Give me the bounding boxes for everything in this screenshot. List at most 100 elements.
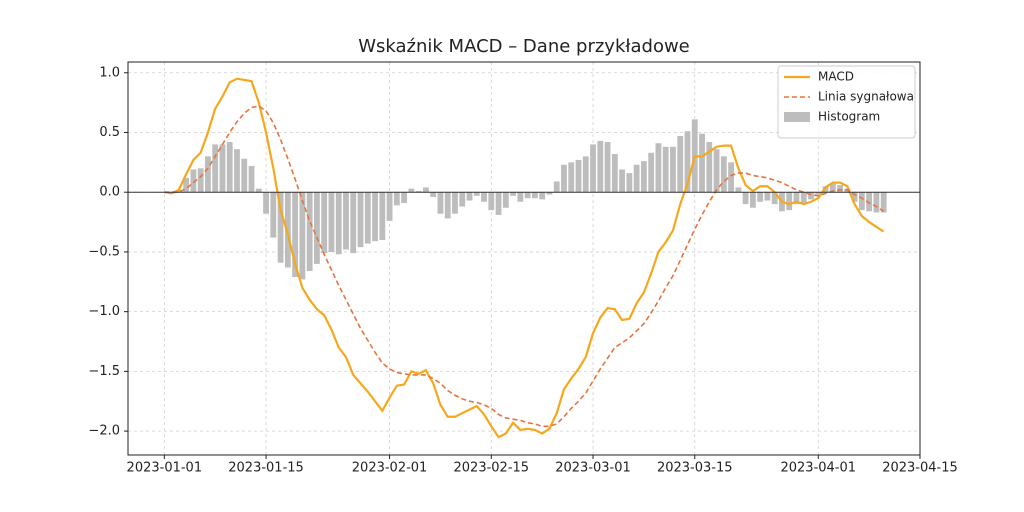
x-tick-label: 2023-03-01 [555,461,631,476]
legend: MACD Linia sygnałowa Histogram [777,65,916,139]
histogram-bar [815,192,822,195]
histogram-bar [851,192,858,202]
histogram-bar [234,149,240,193]
histogram-bar [524,192,531,199]
histogram-bar [626,173,633,193]
y-tick-label: 0.0 [99,185,120,200]
y-tick-label: −1.5 [88,364,120,379]
histogram-bar [350,192,357,254]
histogram-bar [444,192,451,219]
histogram-bar [430,192,437,197]
histogram-bar [590,144,596,193]
y-tick-label: 0.5 [99,125,120,140]
histogram-bar [531,192,538,199]
histogram-bar [408,188,415,193]
histogram-bar [684,131,691,193]
histogram-bar [328,192,335,252]
histogram-bar [582,156,589,193]
histogram-bar [357,192,364,248]
legend-label: Histogram [818,110,880,124]
y-tick-label: −2.0 [88,424,120,439]
histogram-bar [415,191,422,193]
histogram-bar [263,192,269,214]
histogram-bar [866,192,873,212]
histogram-bar [379,192,386,240]
histogram-bar [553,181,560,193]
histogram-bar [284,192,291,268]
signal-line [164,105,885,428]
histogram-bar [880,192,887,213]
histogram-bar [321,192,328,254]
histogram-bar [372,192,378,242]
histogram-bar [793,192,800,205]
histogram-bar [619,169,625,193]
histogram-bar [546,192,553,195]
histogram-bar [452,192,458,214]
histogram-bar [255,188,262,193]
histogram-bar [633,164,640,193]
histogram-bar [640,161,647,193]
plot-frame [127,61,921,456]
y-tick-label: −1.0 [88,304,120,319]
histogram-bar [212,144,219,193]
histogram-bar [226,142,233,193]
histogram-bar [190,169,197,193]
legend-box [777,65,916,139]
histogram-bar [728,162,734,193]
histogram-bar [539,192,546,200]
histogram-bar [270,192,277,238]
histogram-bar [648,152,655,193]
histogram-bar [706,142,713,193]
macd-line [164,77,885,439]
x-tick-label: 2023-04-15 [882,461,958,476]
histogram-bar [808,192,814,200]
x-tick-label: 2023-03-15 [657,461,733,476]
histogram-bar [423,187,429,193]
histogram-bar [720,156,727,193]
histogram-bar [662,146,669,193]
histogram-bar [314,192,320,264]
histogram-bar [277,192,284,263]
histogram-bar [771,192,778,205]
x-tick-label: 2023-04-01 [780,461,856,476]
histogram-bar [764,192,771,201]
histogram-bar [517,192,524,202]
histogram-bar [343,192,349,250]
histogram-bar [655,143,662,193]
histogram-bar [364,192,371,244]
histogram-bar [183,177,190,193]
histogram-bar [335,192,342,255]
histogram-bar [466,192,473,201]
histogram-bar [677,136,684,193]
histogram-bar [786,192,793,211]
histogram-bar [561,164,567,193]
histogram-bar [488,192,495,211]
histogram-bar [459,192,466,207]
x-tick-label: 2023-02-15 [454,461,530,476]
x-tick-label: 2023-01-01 [127,461,203,476]
histogram-bar [502,192,509,208]
y-tick-label: −0.5 [88,244,120,259]
histogram-bar [800,192,807,205]
legend-label: Linia sygnałowa [818,90,914,104]
histogram-bar [742,192,749,205]
histogram-bar [713,149,720,193]
x-tick-label: 2023-02-01 [352,461,428,476]
chart-title: Wskaźnik MACD – Dane przykładowe [358,36,690,57]
histogram-bar [299,192,306,280]
histogram-bar [292,192,299,278]
legend-swatch [784,112,810,122]
histogram-bar [749,192,756,208]
histogram-bar [597,140,604,193]
histogram-bar [510,192,517,196]
histogram-bar [837,185,843,193]
histogram-bar [306,192,313,272]
histogram-bar [205,156,211,193]
x-tick-label: 2023-01-15 [228,461,304,476]
histogram-bar [401,192,408,203]
histogram-bar [873,192,880,213]
histogram-bar [611,153,618,193]
legend-label: MACD [818,70,854,84]
histogram-bar [699,133,705,193]
histogram-bar [604,142,611,193]
